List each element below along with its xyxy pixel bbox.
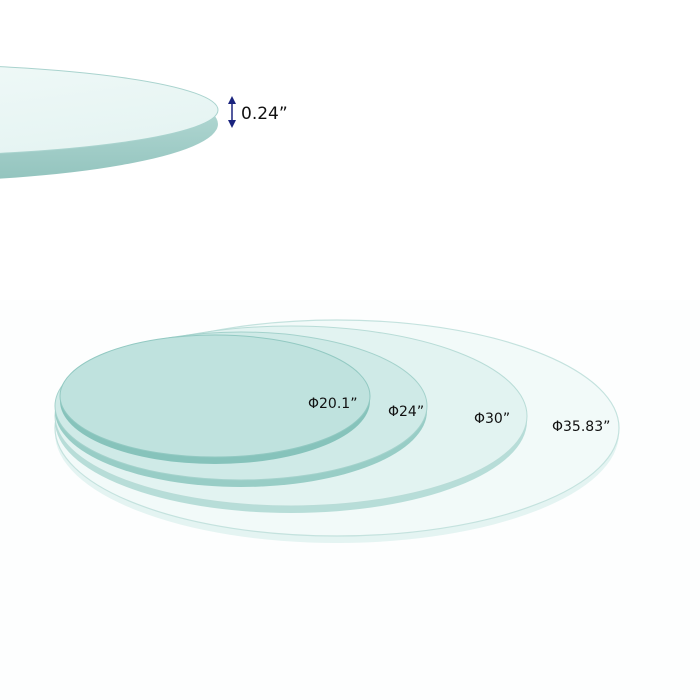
diameter-label-20-1: Φ20.1” bbox=[308, 396, 357, 412]
disc-20-1 bbox=[59, 334, 371, 464]
diameter-label-30: Φ30” bbox=[474, 411, 510, 427]
thickness-label: 0.24” bbox=[241, 104, 288, 124]
edge-closeup bbox=[0, 66, 219, 179]
diameter-label-24: Φ24” bbox=[388, 404, 424, 420]
double-arrow-icon bbox=[228, 96, 236, 128]
diameter-label-35-83: Φ35.83” bbox=[552, 419, 610, 435]
